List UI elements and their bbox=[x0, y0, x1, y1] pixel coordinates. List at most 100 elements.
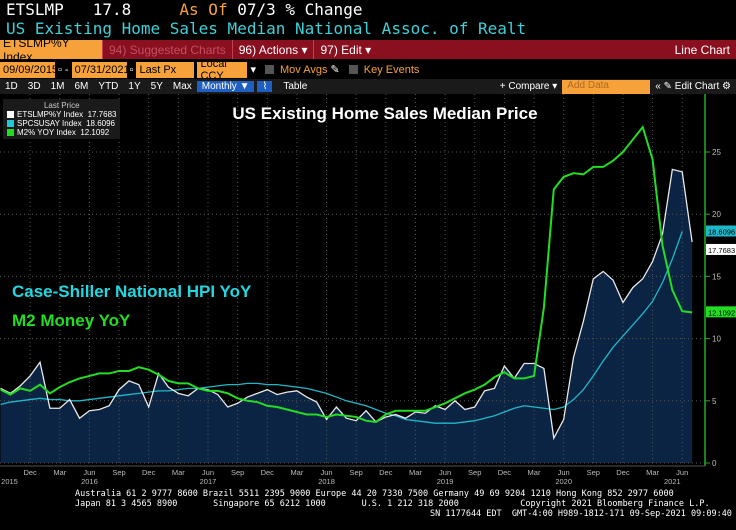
range-toolbar: 1D 3D 1M 6M YTD 1Y 5Y Max Monthly ▼ ⌇ Ta… bbox=[0, 79, 736, 94]
y-tick-label: 0 bbox=[712, 459, 717, 468]
x-tick-label: Jun bbox=[558, 468, 570, 477]
x-tick-label: Dec bbox=[498, 468, 512, 477]
x-year-label: 2021 bbox=[664, 477, 681, 486]
line-chart: 0 5 10 15 20 25 Dec Mar Jun Sep Dec Mar Jun Sep Dec Mar… bbox=[0, 94, 736, 486]
mov-avgs-checkbox[interactable] bbox=[265, 65, 275, 74]
x-tick-label: Sep bbox=[587, 468, 600, 477]
series-line-0 bbox=[0, 168, 693, 441]
annotation-m2: M2 Money YoY bbox=[12, 311, 131, 330]
x-tick-label: Mar bbox=[528, 468, 541, 477]
legend: Last Price ETSLMP%Y Index 17.7683 SPCSUS… bbox=[3, 99, 121, 139]
actions-menu[interactable]: 96) Actions ▾ bbox=[231, 40, 314, 59]
mov-avgs-label[interactable]: Mov Avgs bbox=[280, 63, 328, 76]
x-tick-label: Sep bbox=[468, 468, 481, 477]
ticker: ETSLMP bbox=[6, 0, 64, 19]
x-tick-label: Sep bbox=[231, 468, 244, 477]
header-line: ETSLMP 17.8 As Of 07/3 % Change bbox=[6, 1, 362, 19]
series-line-2 bbox=[0, 125, 693, 423]
range-3d[interactable]: 3D bbox=[27, 81, 41, 92]
edit-menu[interactable]: 97) Edit ▾ bbox=[313, 40, 377, 59]
legend-swatch bbox=[7, 120, 14, 128]
x-tick-label: Mar bbox=[290, 468, 303, 477]
footer-line: SN 1177644 EDT GMT-4:00 H989-1812-171 09… bbox=[430, 509, 732, 519]
as-of-label: As Of bbox=[179, 0, 228, 19]
x-tick-label: Dec bbox=[261, 468, 275, 477]
x-year-label: 2018 bbox=[318, 477, 335, 486]
last-value-label: 18.6096 bbox=[708, 227, 735, 236]
legend-label: M2% YOY Index bbox=[17, 128, 76, 137]
y-tick-label: 20 bbox=[712, 210, 721, 219]
x-year-label: 2020 bbox=[555, 477, 572, 486]
x-tick-label: Sep bbox=[350, 468, 363, 477]
legend-item: ETSLMP%Y Index 17.7683 bbox=[7, 110, 116, 119]
edit-chart-button[interactable]: « ✎ Edit Chart ⚙ bbox=[655, 81, 731, 92]
date-toolbar: 09/09/2015 ▫ - 07/31/2021 ▫ Last Px Local C… bbox=[0, 58, 736, 82]
legend-swatch bbox=[7, 129, 14, 137]
period-select[interactable]: Monthly ▼ bbox=[196, 81, 255, 92]
chart-style-icon[interactable]: ⌇ bbox=[257, 81, 273, 92]
range-5y[interactable]: 5Y bbox=[150, 81, 163, 92]
x-tick-label: Jun bbox=[83, 468, 95, 477]
x-year-label: 2015 bbox=[1, 477, 18, 486]
suggested-charts-button[interactable]: 94) Suggested Charts bbox=[102, 40, 232, 59]
footer-line: Japan 81 3 4565 8900 Singapore 65 6212 1… bbox=[75, 499, 710, 509]
x-tick-label: Jun bbox=[202, 468, 214, 477]
legend-swatch bbox=[7, 111, 14, 119]
field-select[interactable]: Last Px bbox=[136, 61, 195, 78]
last-value-label: 12.1092 bbox=[708, 308, 735, 317]
legend-item: SPCSUSAY Index 18.6096 bbox=[7, 119, 116, 128]
x-tick-label: Dec bbox=[142, 468, 156, 477]
x-tick-label: Jun bbox=[676, 468, 688, 477]
legend-value: 12.1092 bbox=[80, 128, 110, 137]
range-max[interactable]: Max bbox=[172, 81, 192, 92]
legend-value: 17.7683 bbox=[87, 110, 117, 119]
x-tick-label: Dec bbox=[379, 468, 393, 477]
range-1d[interactable]: 1D bbox=[5, 81, 18, 92]
key-events-checkbox[interactable] bbox=[348, 65, 358, 74]
last-value-label: 17.7683 bbox=[708, 246, 735, 255]
range-ytd[interactable]: YTD bbox=[98, 81, 119, 92]
legend-label: SPCSUSAY Index bbox=[17, 119, 82, 128]
chart-title: US Existing Home Sales Median Price bbox=[232, 104, 537, 123]
calendar-icon[interactable]: ▫ bbox=[129, 63, 134, 76]
x-year-label: 2016 bbox=[81, 477, 98, 486]
legend-value: 18.6096 bbox=[86, 119, 115, 128]
change-label: % Change bbox=[285, 0, 363, 19]
add-data-input[interactable]: Add Data bbox=[562, 79, 651, 94]
x-tick-label: Dec bbox=[23, 468, 37, 477]
y-tick-label: 10 bbox=[712, 335, 721, 344]
annotation-case-shiller: Case-Shiller National HPI YoY bbox=[12, 282, 252, 301]
calendar-icon[interactable]: ▫ bbox=[58, 63, 62, 76]
compare-button[interactable]: + Compare ▾ bbox=[499, 81, 558, 92]
x-tick-label: Mar bbox=[53, 468, 66, 477]
x-year-label: 2019 bbox=[437, 477, 454, 486]
y-tick-label: 5 bbox=[712, 397, 717, 406]
end-date-input[interactable]: 07/31/2021 bbox=[71, 61, 130, 78]
security-input[interactable]: ETSLMP%Y Index bbox=[0, 36, 102, 64]
currency-select[interactable]: Local CCY bbox=[197, 58, 248, 82]
as-of-value: 07/3 bbox=[237, 0, 276, 19]
legend-label: ETSLMP%Y Index bbox=[17, 110, 84, 119]
table-button[interactable]: Table bbox=[283, 81, 308, 92]
range-6m[interactable]: 6M bbox=[74, 81, 89, 92]
legend-item: M2% YOY Index 12.1092 bbox=[7, 128, 116, 137]
range-1y[interactable]: 1Y bbox=[128, 81, 141, 92]
x-tick-label: Jun bbox=[320, 468, 332, 477]
last-value-tag bbox=[706, 225, 736, 237]
footer-line: Australia 61 2 9777 8600 Brazil 5511 239… bbox=[75, 489, 674, 499]
x-tick-label: Mar bbox=[646, 468, 659, 477]
last-value: 17.8 bbox=[92, 0, 132, 19]
x-tick-label: Dec bbox=[616, 468, 630, 477]
last-value-tag bbox=[706, 243, 736, 255]
x-tick-label: Sep bbox=[112, 468, 125, 477]
range-1m[interactable]: 1M bbox=[50, 81, 65, 92]
last-value-tag bbox=[706, 306, 736, 318]
x-tick-label: Mar bbox=[172, 468, 185, 477]
chart-type-label: Line Chart bbox=[674, 42, 730, 57]
x-tick-label: Mar bbox=[409, 468, 422, 477]
pencil-icon[interactable]: ✎ bbox=[330, 64, 340, 76]
start-date-input[interactable]: 09/09/2015 bbox=[0, 61, 58, 78]
area-fill bbox=[0, 169, 693, 463]
legend-title: Last Price bbox=[43, 101, 80, 110]
key-events-label[interactable]: Key Events bbox=[363, 63, 420, 76]
